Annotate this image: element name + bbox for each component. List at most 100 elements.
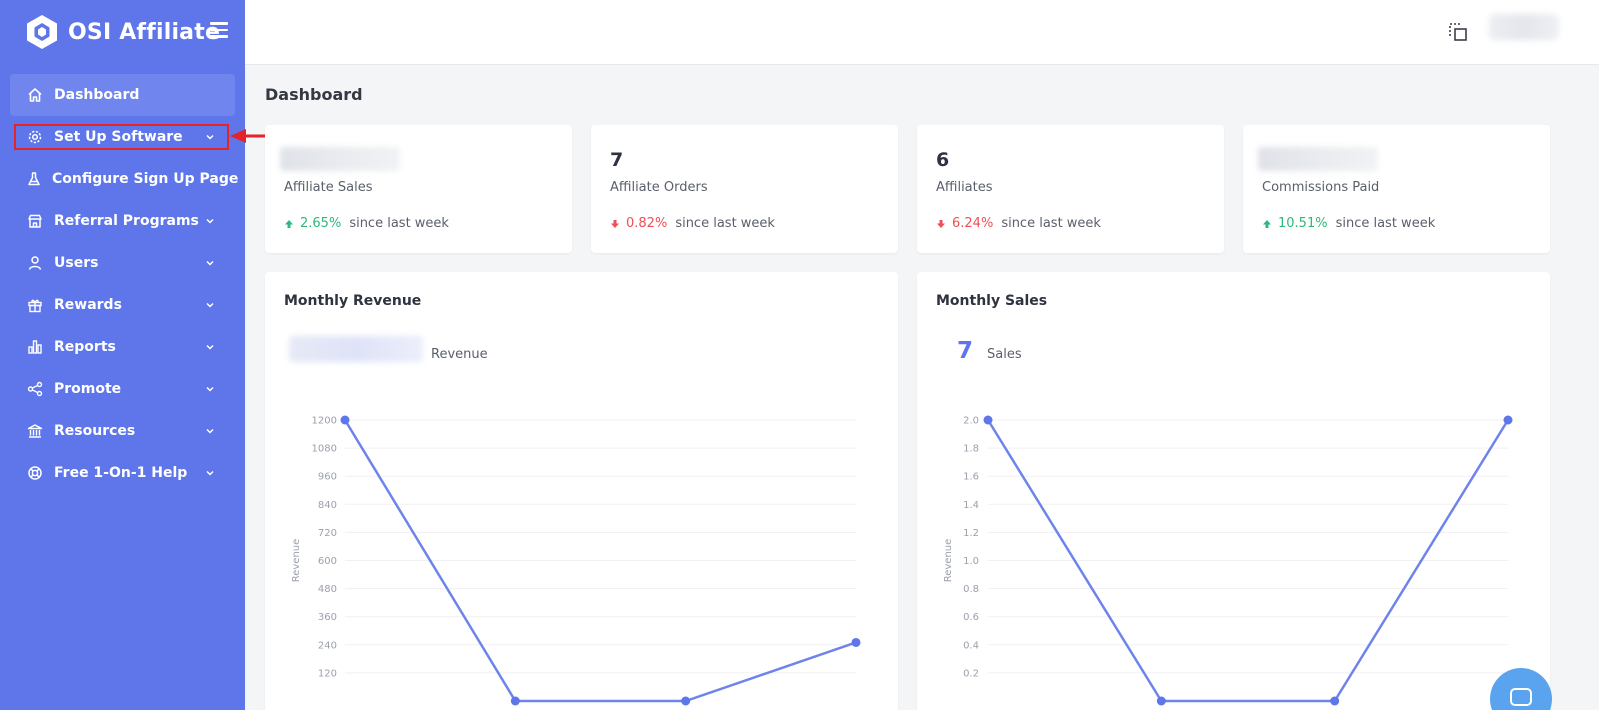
y-tick-label: 1.2 (963, 528, 979, 539)
stat-value-redacted (280, 147, 400, 171)
lifebuoy-icon (26, 464, 44, 482)
card-title: Monthly Sales (936, 293, 1048, 309)
sidebar-item-reports[interactable]: Reports (10, 326, 235, 368)
y-tick-label: 960 (318, 472, 337, 483)
sidebar-item-users[interactable]: Users (10, 242, 235, 284)
data-point (340, 415, 350, 425)
y-tick-label: 480 (318, 584, 337, 595)
data-point (1503, 415, 1513, 425)
chevron-down-icon (206, 260, 214, 266)
sidebar-item-label: Set Up Software (54, 129, 183, 145)
chevron-down-icon (206, 344, 214, 350)
y-tick-label: 240 (318, 640, 337, 651)
y-tick-label: 2.0 (963, 416, 979, 427)
stat-card-affiliate-orders: 7 Affiliate Orders 0.82% since last week (591, 125, 898, 253)
y-tick-label: 1.8 (963, 444, 979, 455)
series-line (986, 419, 1510, 703)
revenue-total-redacted (289, 336, 423, 362)
sidebar-item-label: Resources (54, 423, 136, 439)
chevron-down-icon (206, 302, 214, 308)
stat-change-period: since last week (1001, 216, 1101, 231)
stat-change-percent: 0.82% (626, 216, 668, 231)
stat-value-redacted (1258, 147, 1378, 171)
stat-value: 7 (610, 149, 624, 171)
stat-change-percent: 10.51% (1278, 216, 1328, 231)
chat-icon (1510, 688, 1532, 706)
y-tick-label: 840 (318, 500, 337, 511)
sidebar-item-dashboard[interactable]: Dashboard (10, 74, 235, 116)
home-icon (26, 86, 44, 104)
summary-label: Sales (987, 347, 1022, 362)
sidebar-item-set-up-software[interactable]: Set Up Software (10, 116, 235, 158)
chat-widget-button[interactable] (1490, 668, 1552, 710)
hamburger-menu-icon[interactable] (210, 22, 228, 38)
gear-icon (26, 128, 44, 146)
chevron-down-icon (206, 470, 214, 476)
y-tick-label: 1200 (312, 416, 337, 427)
arrow-up-icon (1263, 219, 1271, 228)
y-tick-label: 1.6 (963, 472, 979, 483)
page-title: Dashboard (265, 85, 363, 104)
series-line (343, 419, 857, 703)
y-axis-title: Revenue (943, 539, 954, 583)
sidebar-item-label: Promote (54, 381, 122, 397)
y-tick-label: 120 (318, 668, 337, 679)
stat-card-commissions-paid: Commissions Paid 10.51% since last week (1243, 125, 1550, 253)
stat-change-percent: 2.65% (300, 216, 342, 231)
stat-label: Affiliate Orders (610, 180, 708, 195)
bank-icon (26, 422, 44, 440)
avatar[interactable] (1489, 14, 1559, 40)
y-axis-title: Revenue (291, 539, 302, 583)
stat-change: 2.65% since last week (284, 216, 449, 231)
arrow-up-icon (285, 219, 293, 228)
brand[interactable]: OSI Affiliate (24, 12, 220, 52)
arrow-down-icon (611, 219, 619, 228)
y-tick-label: 1.4 (963, 500, 979, 511)
summary-value: 7 (957, 338, 974, 364)
monthly-sales-card: Monthly Sales 7 Sales 0.2 0.4 0.6 0.8 1.0 1.2… (917, 272, 1550, 710)
sidebar-item-free-1-on-1-help[interactable]: Free 1-On-1 Help (10, 452, 235, 494)
stat-change-period: since last week (1335, 216, 1436, 231)
y-tick-label: 0.4 (963, 640, 979, 651)
sidebar-item-label: Free 1-On-1 Help (54, 465, 188, 481)
y-tick-label: 0.6 (963, 612, 979, 623)
y-tick-label: 1080 (312, 444, 337, 455)
data-point (681, 696, 691, 706)
stat-label: Affiliate Sales (284, 180, 373, 195)
stat-label: Commissions Paid (1262, 180, 1380, 195)
sidebar: OSI Affiliate Dashboard Set Up Software … (0, 0, 245, 710)
sidebar-item-configure-sign-up-page[interactable]: Configure Sign Up Page (10, 158, 239, 200)
store-icon (26, 212, 44, 230)
stat-change: 10.51% since last week (1262, 216, 1435, 231)
chevron-down-icon (206, 134, 214, 140)
sidebar-item-promote[interactable]: Promote (10, 368, 235, 410)
monthly-revenue-card: Monthly Revenue Revenue 120 240 360 480 600 7… (265, 272, 898, 710)
data-point (1156, 696, 1166, 706)
data-point (510, 696, 520, 706)
sidebar-item-resources[interactable]: Resources (10, 410, 235, 452)
sidebar-item-label: Configure Sign Up Page (52, 171, 239, 187)
brand-name: OSI Affiliate (68, 19, 221, 45)
stat-card-affiliates: 6 Affiliates 6.24% since last week (917, 125, 1224, 253)
top-bar (245, 0, 1599, 65)
sidebar-item-label: Referral Programs (54, 213, 199, 229)
stat-change: 0.82% since last week (610, 216, 775, 231)
sidebar-item-rewards[interactable]: Rewards (10, 284, 235, 326)
y-tick-label: 0.2 (963, 668, 979, 679)
sidebar-item-label: Reports (54, 339, 116, 355)
share-icon (26, 380, 44, 398)
fullscreen-icon[interactable] (1447, 21, 1469, 43)
user-icon (26, 254, 44, 272)
y-tick-label: 0.8 (963, 584, 979, 595)
arrow-down-icon (937, 219, 945, 228)
sidebar-item-label: Dashboard (54, 87, 140, 103)
chevron-down-icon (206, 386, 214, 392)
data-point (1330, 696, 1340, 706)
stat-change: 6.24% since last week (936, 216, 1101, 231)
data-point (983, 415, 993, 425)
chevron-down-icon (206, 218, 214, 224)
sidebar-item-referral-programs[interactable]: Referral Programs (10, 200, 235, 242)
flask-icon (26, 170, 42, 188)
sales-line-chart: 0.2 0.4 0.6 0.8 1.0 1.2 1.4 1.6 1.8 2.0 Revenue (943, 415, 1513, 706)
sidebar-item-label: Users (54, 255, 99, 271)
